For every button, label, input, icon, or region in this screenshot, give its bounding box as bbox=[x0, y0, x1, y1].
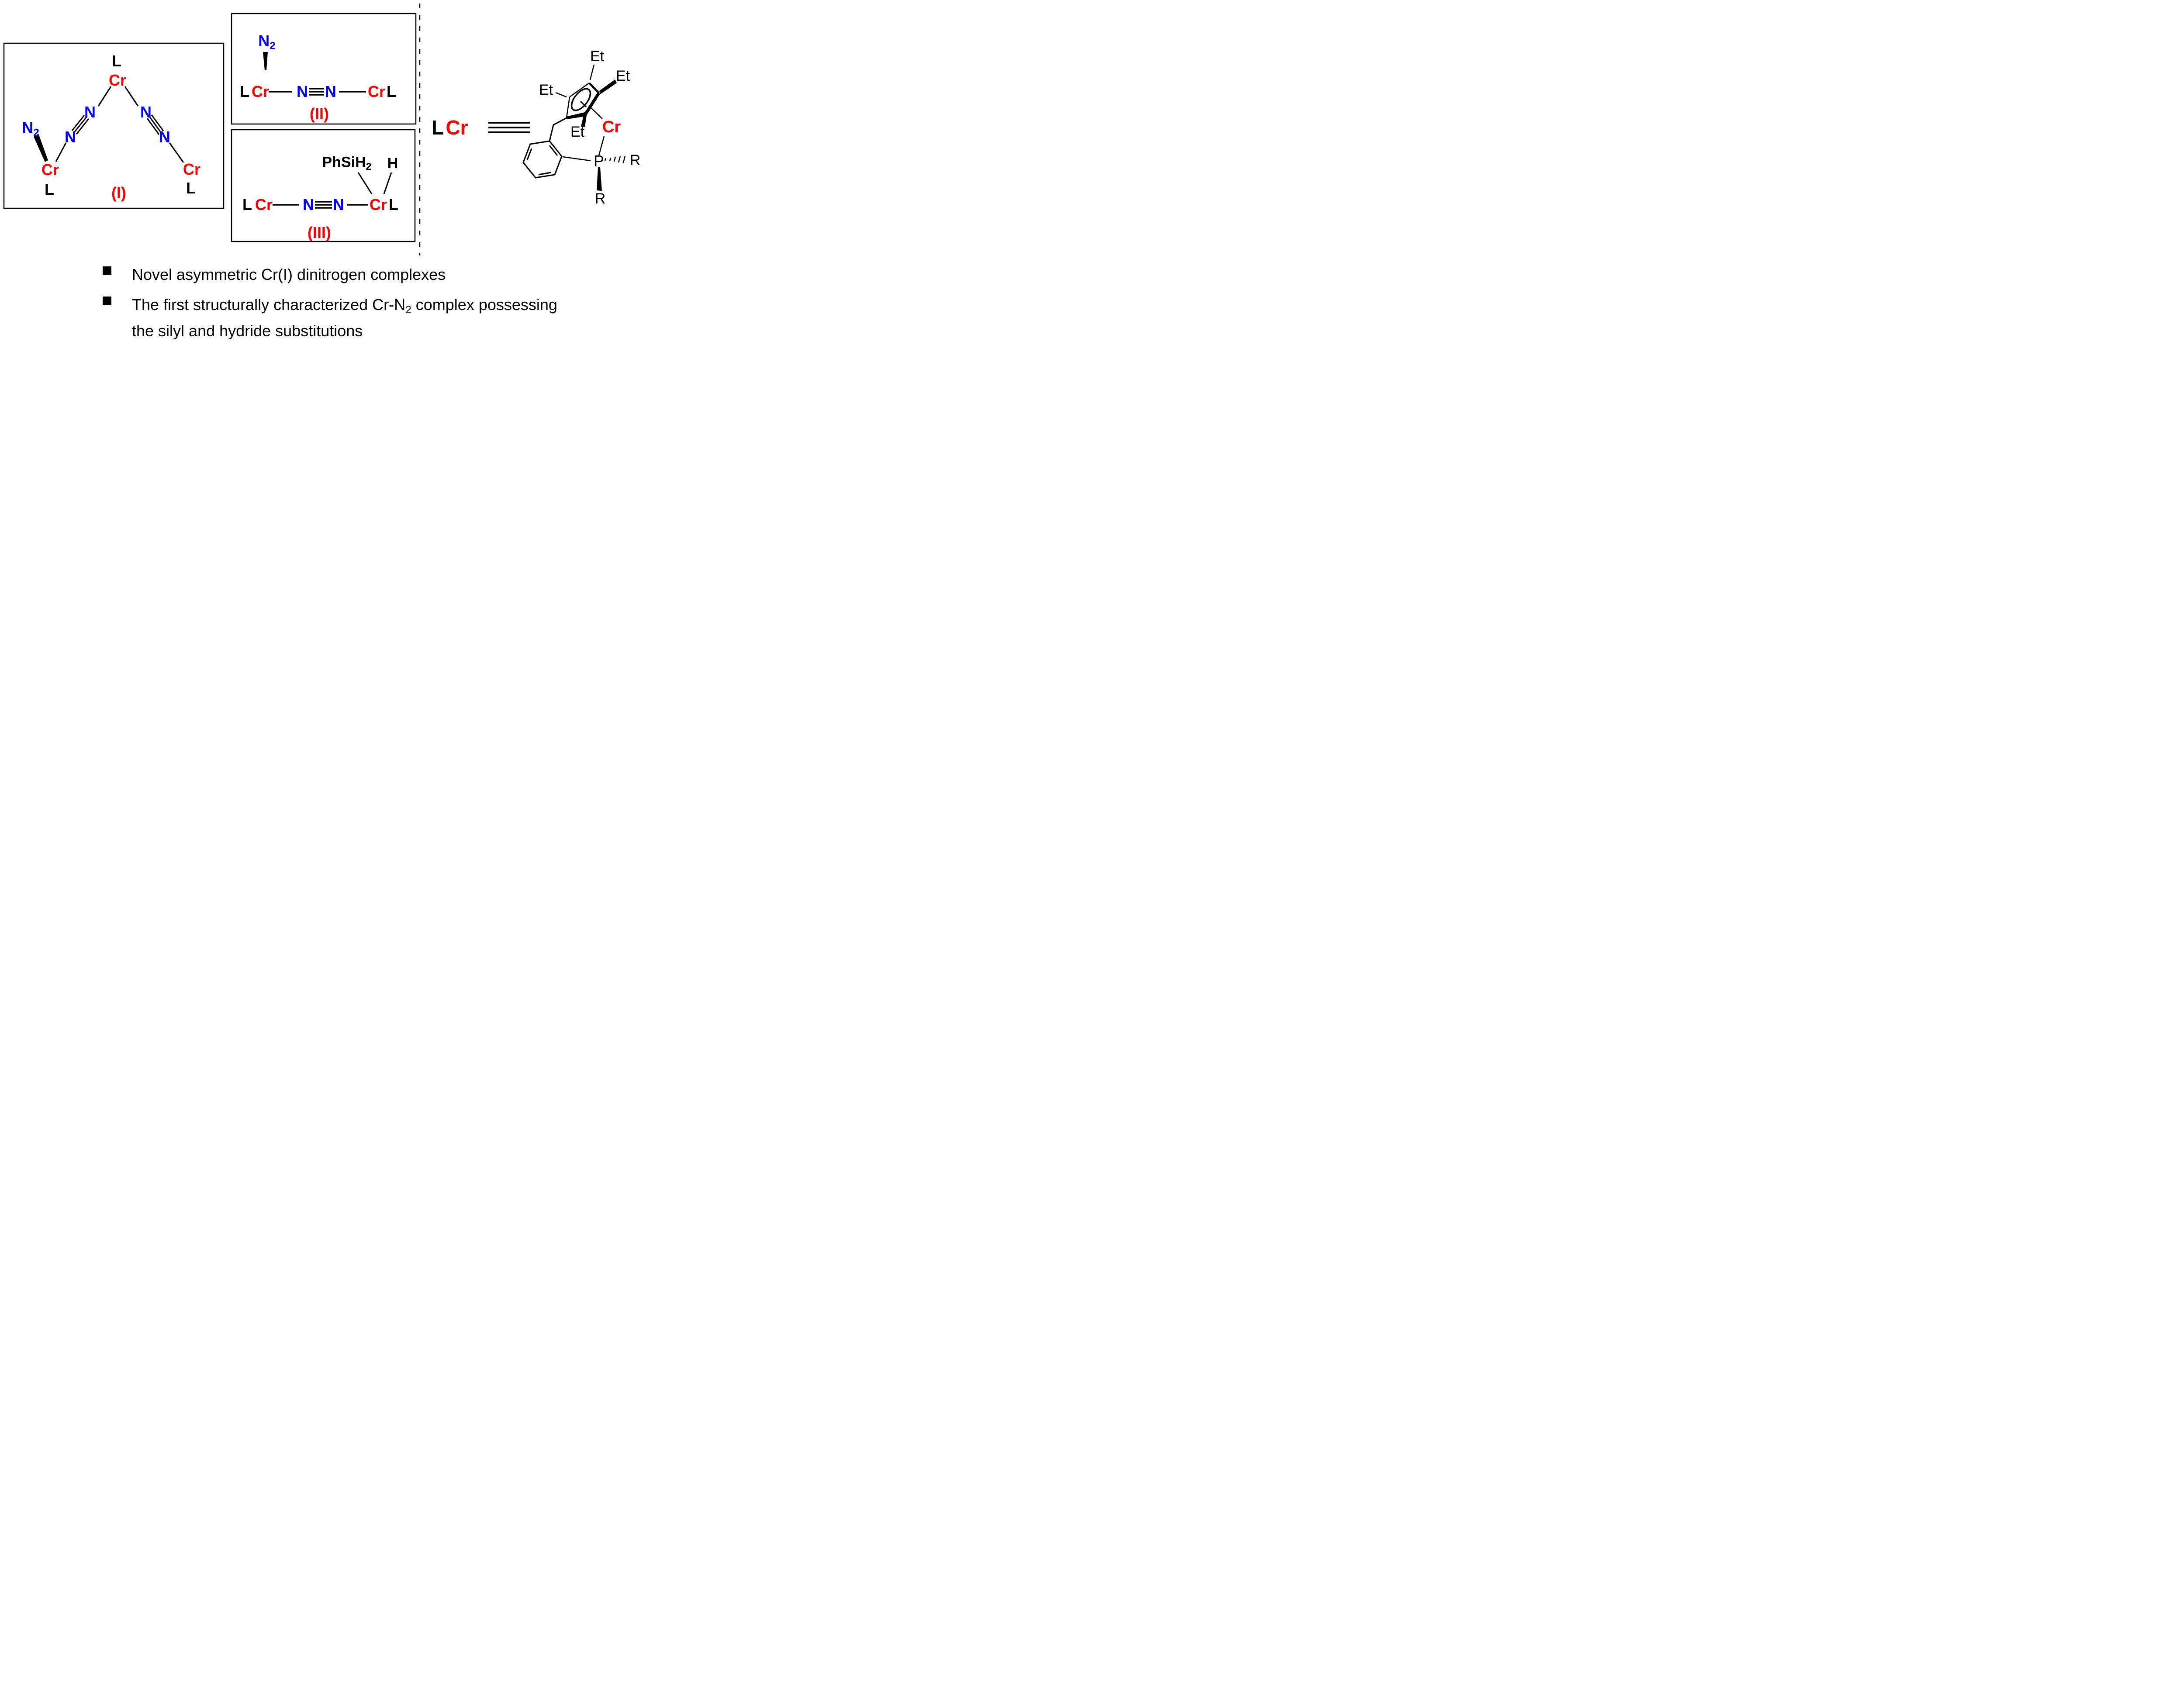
bullet-square-1 bbox=[103, 266, 111, 275]
lig-Cr: Cr bbox=[602, 118, 621, 136]
bullet-square-2 bbox=[103, 297, 111, 305]
legend-Cr: Cr bbox=[446, 116, 468, 139]
panel-2-n2-wedge-bond bbox=[263, 52, 268, 70]
panel-1-bonds bbox=[55, 86, 184, 163]
p1-label: (I) bbox=[111, 184, 126, 202]
p2-Na: N bbox=[297, 83, 308, 100]
p2-ligand-L1: L bbox=[240, 83, 249, 100]
benzene-ring bbox=[522, 117, 567, 179]
p1-N-lower-right: N bbox=[159, 128, 170, 146]
lig-R-bottom: R bbox=[594, 190, 606, 207]
panel-2-frame bbox=[231, 13, 417, 125]
p3-Cr2: Cr bbox=[369, 196, 387, 214]
p1-N-upper-right: N bbox=[140, 103, 152, 121]
p2-Cr2: Cr bbox=[367, 83, 386, 100]
p3-hydride: H bbox=[387, 155, 398, 172]
lig-Et-right: Et bbox=[615, 68, 630, 84]
p1-ligand-L-left: L bbox=[45, 180, 54, 198]
p3-silyl: PhSiH2 bbox=[322, 154, 372, 172]
p1-ligand-L-top: L bbox=[112, 52, 121, 70]
bullet-text-2-line-2: the silyl and hydride substitutions bbox=[132, 322, 363, 339]
bond-artwork bbox=[3, 3, 626, 255]
triple-bar-icon bbox=[488, 122, 530, 133]
panel-3-frame bbox=[231, 129, 416, 242]
bullet-text-2-line-1: The first structurally characterized Cr-… bbox=[132, 296, 557, 316]
p1-Cr-right: Cr bbox=[183, 160, 201, 178]
p3-label: (III) bbox=[308, 224, 331, 241]
phosphine-bonds bbox=[562, 136, 626, 191]
p3-Nb: N bbox=[333, 196, 344, 214]
bullet-text-1: Novel asymmetric Cr(I) dinitrogen comple… bbox=[132, 266, 446, 283]
cp-substituent-bonds bbox=[555, 64, 617, 127]
lig-Et-left: Et bbox=[539, 82, 553, 98]
p3-Cr1: Cr bbox=[255, 196, 273, 214]
p2-N2: N2 bbox=[258, 31, 276, 52]
panel-3-bonds bbox=[273, 172, 392, 209]
p3-ligand-L1: L bbox=[242, 196, 252, 214]
graphical-abstract: L Cr N N N2 Cr L N N Cr L (I) N2 L Cr N … bbox=[0, 0, 643, 339]
p2-Cr1: Cr bbox=[251, 83, 270, 100]
p1-N-lower-left: N bbox=[65, 128, 76, 146]
p1-N-upper-left: N bbox=[84, 103, 96, 121]
panel-2-bonds bbox=[269, 88, 366, 96]
p2-Nb: N bbox=[325, 83, 336, 100]
p2-ligand-L2: L bbox=[387, 83, 396, 100]
p1-ligand-L-right: L bbox=[186, 179, 196, 197]
panel-1-n2-wedge-bond bbox=[34, 134, 48, 162]
p1-Cr-top: Cr bbox=[108, 71, 127, 89]
p2-label: (II) bbox=[310, 105, 329, 123]
p3-Na: N bbox=[303, 196, 314, 214]
legend-L: L bbox=[431, 116, 444, 139]
p1-N2: N2 bbox=[22, 118, 39, 139]
p3-ligand-L2: L bbox=[389, 196, 398, 214]
panel-1-frame bbox=[3, 42, 225, 209]
lig-Et-bottom: Et bbox=[570, 124, 585, 140]
lig-P: P bbox=[593, 152, 605, 170]
lig-Et-top: Et bbox=[590, 48, 605, 65]
lig-R-right: R bbox=[629, 152, 641, 169]
p1-Cr-left: Cr bbox=[41, 161, 59, 179]
cp-ring bbox=[566, 82, 600, 119]
